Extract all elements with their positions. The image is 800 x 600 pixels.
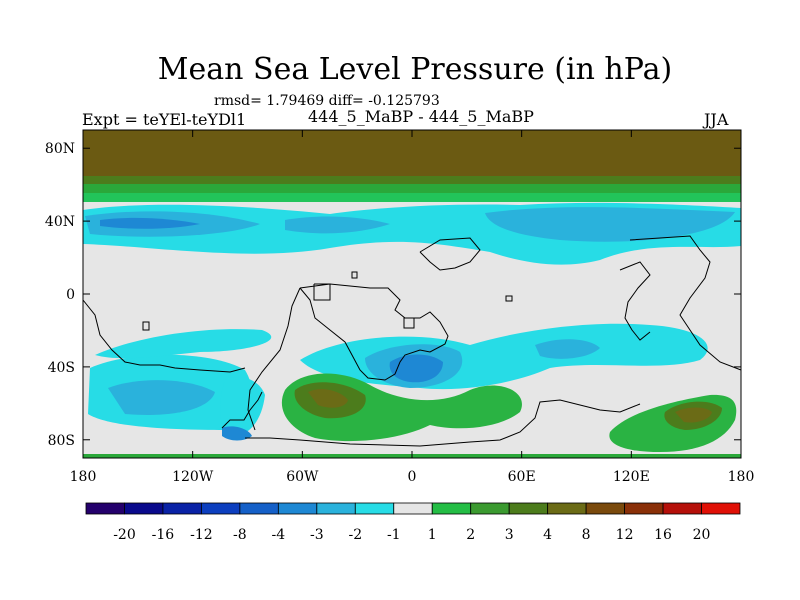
colorbar-swatch bbox=[162, 502, 202, 515]
colorbar-label: 1 bbox=[428, 527, 437, 543]
arctic-green-band bbox=[83, 184, 741, 193]
small-island-4 bbox=[403, 317, 415, 329]
x-tick-label: 180 bbox=[728, 469, 755, 485]
antarctic-peninsula-negative-core bbox=[222, 426, 252, 441]
colorbar-swatch bbox=[431, 502, 472, 515]
y-tick-label: 80S bbox=[48, 433, 75, 449]
x-tick-label: 60W bbox=[286, 469, 319, 485]
colorbar-swatch bbox=[701, 502, 741, 515]
colorbar-swatch bbox=[470, 502, 510, 515]
colorbar-label: 8 bbox=[582, 527, 591, 543]
colorbar-swatch bbox=[624, 502, 664, 515]
colorbar-swatch bbox=[124, 502, 164, 515]
colorbar-swatch bbox=[239, 502, 279, 515]
coastlines bbox=[82, 235, 742, 447]
arctic-edge-band bbox=[83, 193, 741, 202]
colorbar-swatch bbox=[85, 502, 125, 515]
north-negative-deep-core bbox=[100, 217, 200, 229]
y-tick-label: 80N bbox=[45, 141, 75, 157]
colorbar-swatch bbox=[393, 502, 433, 515]
arctic-transition-band bbox=[83, 176, 741, 184]
colorbar-swatch bbox=[547, 502, 587, 515]
southern-africa-negative-deep bbox=[389, 354, 443, 383]
chart-title: Mean Sea Level Pressure (in hPa) bbox=[157, 52, 673, 87]
colorbar-label: -20 bbox=[113, 527, 136, 543]
colorbar-label: -2 bbox=[348, 527, 362, 543]
colorbar-label: 2 bbox=[466, 527, 475, 543]
antarctic-peninsula-negative bbox=[220, 376, 265, 438]
colorbar-swatch bbox=[201, 502, 241, 515]
comparison-label: 444_5_MaBP - 444_5_MaBP bbox=[308, 107, 534, 126]
colorbar-swatch bbox=[277, 502, 318, 515]
colorbar-swatch bbox=[585, 502, 625, 515]
x-tick-label: 120W bbox=[172, 469, 214, 485]
x-tick-label: 120E bbox=[613, 469, 650, 485]
small-island-3 bbox=[351, 271, 358, 279]
antarctica-coast bbox=[245, 399, 641, 447]
south-america-coast bbox=[299, 283, 449, 381]
x-tick-label: 60E bbox=[508, 469, 536, 485]
colorbar-swatch bbox=[316, 502, 356, 515]
arctic-positive-anomaly bbox=[83, 130, 741, 176]
map-plot-area bbox=[82, 129, 742, 459]
colorbar-swatch bbox=[508, 502, 549, 515]
map-axes: 80N 40N 0 40S 80S 180 120W 60W 0 60E 120E 180 bbox=[45, 130, 754, 485]
colorbar-label: -16 bbox=[152, 527, 175, 543]
pacific-islands-coast bbox=[313, 283, 331, 301]
antarctic-peninsula-coast bbox=[221, 391, 263, 429]
south-america-west-coast bbox=[247, 287, 301, 431]
colorbar-label: 16 bbox=[654, 527, 672, 543]
indian-ocean-negative-core bbox=[535, 339, 600, 359]
x-tick-label: 180 bbox=[70, 469, 97, 485]
colorbar-label: 20 bbox=[693, 527, 711, 543]
colorbar-swatch bbox=[662, 502, 702, 515]
y-tick-label: 0 bbox=[66, 287, 75, 303]
africa-coast bbox=[419, 237, 481, 271]
colorbar-label: -8 bbox=[233, 527, 247, 543]
australian-pacific-positive-max bbox=[675, 407, 712, 423]
colorbar-swatch bbox=[354, 502, 395, 515]
south-pacific-negative-core bbox=[108, 380, 215, 416]
colorbar-label: -3 bbox=[310, 527, 324, 543]
experiment-label: Expt = teYEl-teYDl1 bbox=[82, 110, 247, 129]
north-negative-core-east bbox=[485, 207, 735, 242]
colorbar-label: -1 bbox=[387, 527, 401, 543]
colorbar-label: 12 bbox=[616, 527, 634, 543]
y-tick-label: 40S bbox=[48, 360, 75, 376]
south-pacific-tropical-negative bbox=[95, 329, 272, 359]
indonesia-coast bbox=[619, 261, 651, 341]
colorbar-label: -4 bbox=[272, 527, 286, 543]
small-island-1 bbox=[142, 321, 150, 331]
small-island-2 bbox=[505, 295, 513, 302]
season-label: JJA bbox=[704, 110, 729, 129]
south-atlantic-positive-max bbox=[308, 389, 348, 408]
australia-coast bbox=[629, 235, 742, 371]
colorbar-label: 4 bbox=[543, 527, 552, 543]
colorbar-label: 3 bbox=[505, 527, 514, 543]
colorbar-label: -12 bbox=[190, 527, 213, 543]
rmsd-diff-stats: rmsd= 1.79469 diff= -0.125793 bbox=[214, 93, 440, 109]
colorbar: -20 -16 -12 -8 -4 -3 -2 -1 1 2 3 4 8 12 16 20 bbox=[85, 502, 741, 543]
x-tick-label: 0 bbox=[408, 469, 417, 485]
west-pacific-coast bbox=[82, 299, 246, 373]
y-tick-label: 40N bbox=[45, 214, 75, 230]
north-negative-core-central bbox=[285, 216, 390, 234]
